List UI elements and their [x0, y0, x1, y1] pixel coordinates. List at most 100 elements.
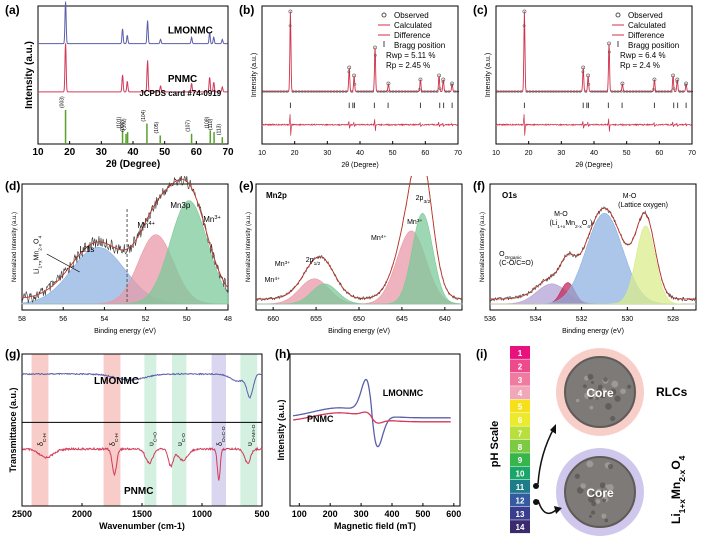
observed-point — [678, 90, 682, 94]
x-tick-label: 534 — [530, 316, 542, 323]
core-texture — [588, 394, 594, 400]
x-tick-label: 1500 — [132, 509, 152, 519]
observed-peak-point — [288, 9, 293, 14]
observed-point — [557, 90, 561, 94]
x-tick-label: 40 — [590, 150, 598, 157]
y-axis-label: Normalized Intensity (a.u.) — [246, 212, 252, 282]
core-texture — [603, 377, 608, 382]
x-tick-label: 200 — [323, 509, 338, 519]
observed-peak-point — [347, 65, 352, 70]
observed-point — [341, 90, 345, 94]
ph-scale-cell — [510, 453, 530, 467]
x-tick-label: 20 — [525, 150, 533, 157]
observed-point — [338, 90, 342, 94]
observed-point — [499, 90, 503, 94]
observed-point — [420, 90, 424, 93]
observed-point — [306, 90, 310, 94]
arrow-head — [554, 506, 562, 514]
core-texture — [597, 384, 603, 390]
band-label: δC-H — [38, 433, 48, 446]
observed-point — [652, 88, 655, 91]
observed-peak-point — [652, 77, 657, 82]
peak-label: M-O — [554, 211, 568, 218]
series-line-PNMC — [292, 411, 451, 424]
observed-peak-point — [675, 77, 680, 82]
core-texture — [589, 405, 594, 410]
observed-point — [607, 50, 611, 54]
x-tick-label: 300 — [354, 509, 369, 519]
observed-point — [412, 90, 416, 94]
x-tick-label: 20 — [291, 150, 299, 157]
observed-point — [432, 90, 436, 94]
spectrum-title: O1s — [502, 191, 518, 200]
band-highlight — [172, 354, 187, 506]
legend-entry: Observed — [628, 11, 663, 20]
observed-point — [406, 90, 410, 94]
x-tick-label: 660 — [267, 316, 279, 323]
envelope-line — [21, 178, 229, 299]
observed-point — [505, 90, 508, 94]
series-label: PNMC — [168, 74, 197, 85]
x-tick-label: 52 — [142, 316, 150, 323]
series-label: PNMC — [307, 414, 334, 424]
x-axis-label: Binding energy (eV) — [94, 328, 156, 335]
observed-point — [510, 90, 514, 94]
observed-peak-point — [373, 45, 377, 50]
x-tick-label: 536 — [484, 316, 496, 323]
x-axis-label: Magnetic field (mT) — [334, 521, 416, 531]
observed-point — [590, 90, 594, 94]
plot-frame — [489, 183, 697, 311]
panel-label: (e) — [239, 179, 254, 193]
observed-point — [560, 90, 564, 94]
observed-point — [569, 90, 573, 94]
core-texture — [574, 473, 580, 479]
core-texture — [580, 483, 586, 489]
observed-point — [669, 90, 673, 93]
observed-point — [552, 90, 555, 94]
observed-point — [268, 90, 271, 94]
observed-peak-point — [620, 81, 625, 86]
observed-point — [643, 90, 647, 94]
observed-point — [631, 90, 635, 94]
x-tick-label: 60 — [191, 147, 203, 158]
band-highlight — [240, 354, 258, 506]
observed-point — [531, 90, 535, 94]
observed-point — [444, 90, 448, 94]
x-tick-label: 2000 — [72, 509, 92, 519]
ph-scale-cell — [510, 520, 530, 534]
observed-point — [276, 90, 280, 94]
legend-entry: Difference — [394, 31, 431, 40]
observed-point — [572, 90, 576, 94]
fit-component-Mn3+ — [22, 200, 229, 305]
band-label: δO=C-O — [217, 426, 227, 446]
observed-peak-point — [418, 77, 423, 82]
observed-point — [262, 90, 266, 94]
core-texture — [620, 388, 626, 395]
series-line-LMONMC — [21, 372, 263, 399]
observed-point — [625, 90, 629, 94]
observed-peak-point — [352, 73, 357, 78]
y-axis-label: Intensity (a.u.) — [276, 399, 286, 460]
x-tick-label: 655 — [310, 316, 322, 323]
rietveld-panel-c: 10 20 30 40 50 60 70 2θ (Degree) Intensity (a.u.… — [468, 0, 704, 176]
observed-point — [385, 89, 389, 93]
spectrum-title: Mn2p — [266, 191, 287, 200]
arrow-head — [550, 424, 556, 434]
ph-scale-cell — [510, 506, 530, 520]
legend-entry: Calculated — [628, 21, 666, 30]
observed-point — [356, 90, 360, 94]
observed-point — [315, 90, 319, 94]
x-tick-label: 50 — [159, 147, 171, 158]
series-line-LMONMC — [38, 1, 228, 45]
observed-point — [634, 90, 638, 94]
core-texture — [601, 513, 607, 519]
ph-scale-cell — [510, 399, 530, 413]
observed-peak-point — [441, 77, 446, 82]
series-line-PNMC — [21, 446, 263, 481]
ph-scale-cell — [510, 439, 530, 453]
series-label: LMONMC — [94, 376, 139, 387]
x-tick-label: 30 — [323, 150, 331, 157]
ph-scale-label: 5 — [518, 403, 523, 412]
ph-scale-label: 2 — [518, 362, 523, 371]
core-texture — [591, 501, 597, 507]
